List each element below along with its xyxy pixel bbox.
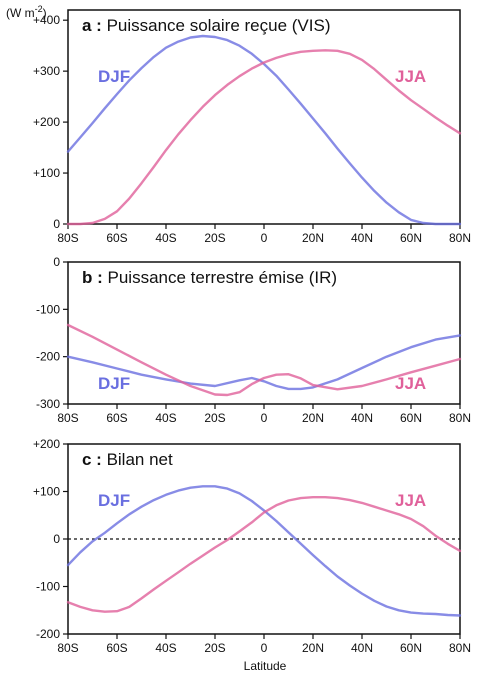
y-tick-label: -300 bbox=[36, 397, 60, 411]
x-tick-label: 20N bbox=[302, 411, 324, 425]
panel-a: 0 +100 +200 +300 +400 80S 60S 40S 20S 0 20N 40N 60N 8… bbox=[33, 9, 471, 245]
x-tick-label: 20S bbox=[204, 411, 225, 425]
series-label-jja: JJA bbox=[395, 67, 426, 86]
y-unit-label: (W m-2) bbox=[6, 4, 47, 20]
series-line-djf bbox=[66, 334, 462, 391]
y-tick-label: -200 bbox=[36, 627, 60, 641]
y-tick-label: -200 bbox=[36, 350, 60, 364]
x-axis-label: Latitude bbox=[244, 659, 287, 673]
x-tick-label: 0 bbox=[261, 411, 268, 425]
y-tick-label: +200 bbox=[33, 115, 60, 129]
y-tick-label: +400 bbox=[33, 13, 60, 27]
series-label-djf: DJF bbox=[98, 67, 130, 86]
panel-letter: b : bbox=[82, 268, 108, 287]
x-tick-label: 40S bbox=[155, 411, 176, 425]
x-tick-label: 20S bbox=[204, 641, 225, 655]
x-tick-label: 0 bbox=[261, 641, 268, 655]
series-label-jja: JJA bbox=[395, 374, 426, 393]
x-tick-label: 40S bbox=[155, 231, 176, 245]
x-tick-label: 20N bbox=[302, 231, 324, 245]
panel-title: b : Puissance terrestre émise (IR) bbox=[82, 268, 337, 287]
unit-superscript: -2 bbox=[35, 4, 43, 14]
series-label-djf: DJF bbox=[98, 374, 130, 393]
series-line-jja bbox=[66, 323, 462, 397]
panel-title-text: Bilan net bbox=[107, 450, 173, 469]
series-label-jja: JJA bbox=[395, 491, 426, 510]
x-tick-label: 0 bbox=[261, 231, 268, 245]
y-tick-label: 0 bbox=[53, 255, 60, 269]
x-tick-label: 80S bbox=[57, 411, 78, 425]
svg-text:(W m-2): (W m-2) bbox=[6, 4, 47, 20]
series-label-djf: DJF bbox=[98, 491, 130, 510]
x-tick-label: 60S bbox=[106, 231, 127, 245]
series-line-jja bbox=[66, 49, 462, 226]
x-tick-label: 60S bbox=[106, 641, 127, 655]
y-tick-label: +200 bbox=[33, 437, 60, 451]
series-line-jja bbox=[66, 496, 462, 613]
y-tick-label: 0 bbox=[53, 217, 60, 231]
panel-c: -200 -100 0 +100 +200 80S 60S 40S 20S 0 20N 40N 60N 8… bbox=[33, 437, 471, 655]
x-tick-label: 40N bbox=[351, 641, 373, 655]
x-tick-label: 60N bbox=[400, 411, 422, 425]
x-tick-label: 60S bbox=[106, 411, 127, 425]
x-tick-label: 40N bbox=[351, 231, 373, 245]
x-tick-label: 60N bbox=[400, 641, 422, 655]
unit-text: (W m bbox=[6, 6, 35, 20]
panel-letter: a : bbox=[82, 16, 107, 35]
series-line-djf bbox=[66, 485, 462, 617]
x-tick-label: 40S bbox=[155, 641, 176, 655]
x-tick-label: 60N bbox=[400, 231, 422, 245]
y-tick-label: +100 bbox=[33, 166, 60, 180]
y-tick-label: +100 bbox=[33, 485, 60, 499]
x-tick-label: 40N bbox=[351, 411, 373, 425]
y-tick-label: +300 bbox=[33, 64, 60, 78]
x-tick-label: 80N bbox=[449, 231, 471, 245]
x-tick-label: 80N bbox=[449, 411, 471, 425]
y-tick-label: -100 bbox=[36, 580, 60, 594]
panel-title-text: Puissance solaire reçue (VIS) bbox=[107, 16, 331, 35]
y-tick-label: -100 bbox=[36, 302, 60, 316]
unit-close: ) bbox=[43, 6, 47, 20]
x-tick-label: 80N bbox=[449, 641, 471, 655]
x-tick-label: 20N bbox=[302, 641, 324, 655]
panel-title: c : Bilan net bbox=[82, 450, 173, 469]
plot-frame bbox=[67, 443, 461, 635]
panel-title: a : Puissance solaire reçue (VIS) bbox=[82, 16, 331, 35]
x-tick-label: 80S bbox=[57, 641, 78, 655]
x-tick-label: 20S bbox=[204, 231, 225, 245]
panel-letter: c : bbox=[82, 450, 107, 469]
plot-frame bbox=[67, 9, 461, 225]
x-tick-label: 80S bbox=[57, 231, 78, 245]
panel-title-text: Puissance terrestre émise (IR) bbox=[108, 268, 338, 287]
y-tick-label: 0 bbox=[53, 532, 60, 546]
series-line-djf bbox=[66, 34, 462, 226]
